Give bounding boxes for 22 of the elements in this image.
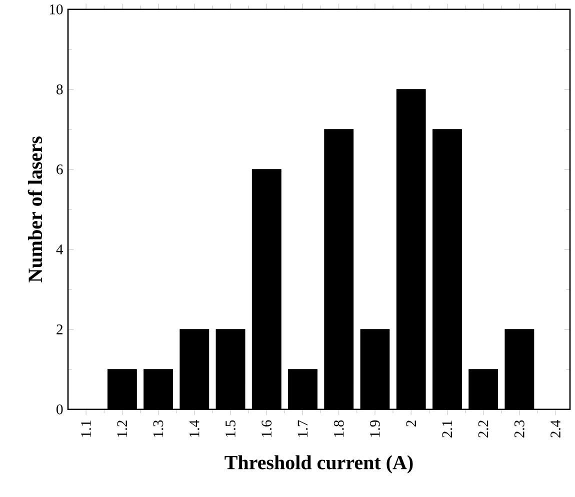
x-axis-title: Threshold current (A) <box>224 455 413 474</box>
y-tick-label: 8 <box>56 84 63 94</box>
x-tick-label: 2 <box>406 420 416 426</box>
x-tick-label: 1.5 <box>226 420 236 437</box>
y-tick-label: 10 <box>50 4 63 14</box>
y-tick-label: 0 <box>56 404 63 414</box>
x-tick-label: 1.9 <box>370 420 380 437</box>
x-tick-label: 1.8 <box>334 420 344 437</box>
x-tick-label: 1.1 <box>81 420 92 437</box>
x-tick-label: 2.4 <box>550 420 561 438</box>
y-tick-label: 4 <box>56 244 64 254</box>
y-axis-title: Number of lasers <box>28 136 42 282</box>
y-tick-label: 6 <box>56 164 63 174</box>
y-tick-label: 2 <box>56 324 62 334</box>
x-tick-label: 2.1 <box>442 420 452 438</box>
x-tick-label: 1.4 <box>189 420 200 437</box>
x-tick-label: 1.6 <box>262 420 272 437</box>
x-tick-label: 1.3 <box>153 420 164 437</box>
x-tick-label: 2.3 <box>514 420 524 438</box>
x-tick-label: 1.2 <box>117 420 128 437</box>
x-tick-label: 1.7 <box>298 420 308 437</box>
x-tick-label: 2.2 <box>478 420 488 438</box>
